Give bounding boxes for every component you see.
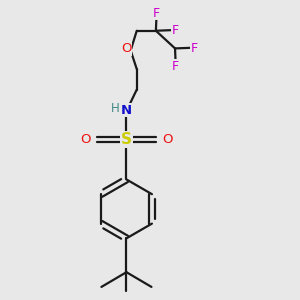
Text: H: H (111, 102, 120, 115)
Text: O: O (121, 42, 132, 55)
Text: F: F (172, 60, 178, 73)
Text: S: S (121, 132, 132, 147)
Text: N: N (121, 104, 132, 117)
Text: F: F (190, 42, 198, 55)
Text: F: F (172, 24, 178, 37)
Text: O: O (80, 133, 91, 146)
Text: F: F (152, 7, 160, 20)
Text: O: O (162, 133, 173, 146)
